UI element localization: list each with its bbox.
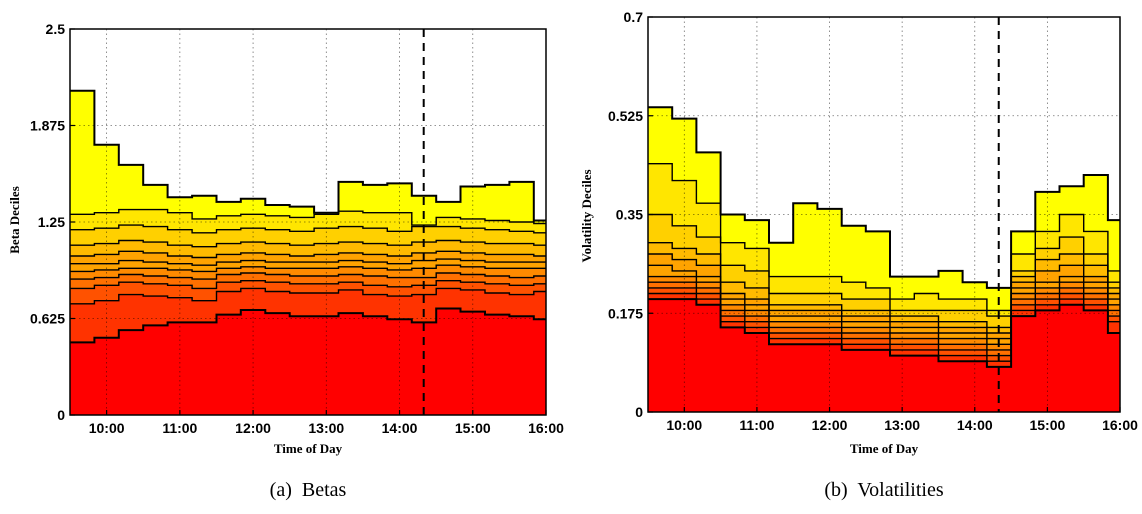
volatility-caption: (b) Volatilities [824,479,943,501]
y-tick-label: 0.175 [608,305,643,321]
volatility-x-ticks: 10:00 11:00 12:00 13:00 14:00 15:00 16:00 [666,407,1138,433]
x-tick-label: 15:00 [1029,417,1065,433]
volatility-decile-lines [648,106,1120,368]
decile-line-7 [648,253,1120,334]
x-tick-label: 15:00 [455,420,491,436]
decile-line-10 [70,208,546,226]
volatility-x-axis-label: Time of Day [850,441,919,456]
decile-line-7 [70,250,546,259]
decile-line-2 [70,287,546,305]
decile-line-3 [70,280,546,290]
y-tick-label: 0.525 [608,108,643,124]
beta-y-axis-label: Beta Deciles [7,186,22,254]
y-tick-label: 1.875 [30,118,65,134]
decile-line-3 [648,287,1120,357]
decile-line-4 [70,272,546,280]
beta-decile-lines [70,89,546,344]
x-tick-label: 11:00 [162,420,197,436]
x-tick-label: 16:00 [528,420,564,436]
x-tick-label: 13:00 [884,417,920,433]
x-tick-label: 12:00 [235,420,271,436]
decile-line-2 [648,292,1120,362]
x-tick-label: 10:00 [666,417,702,433]
beta-y-ticks: 0 0.625 1.25 1.875 2.5 [30,21,75,423]
x-tick-label: 12:00 [812,417,848,433]
decile-line-9 [70,224,546,234]
decile-line-1 [70,307,546,344]
decile-area-1 [648,299,1120,412]
decile-area-1 [70,308,546,415]
decile-line-10 [648,163,1120,312]
x-tick-label: 14:00 [382,420,418,436]
beta-decile-areas [70,90,546,416]
decile-line-8 [70,239,546,248]
volatility-y-axis-label: Volatility Deciles [579,169,594,262]
decile-line-4 [648,281,1120,351]
y-tick-label: 1.25 [38,214,65,230]
decile-line-8 [648,242,1120,329]
decile-line-6 [70,258,546,266]
beta-x-ticks: 10:00 11:00 12:00 13:00 14:00 15:00 16:00 [89,410,564,436]
decile-line-11 [648,106,1120,289]
y-tick-label: 0.35 [616,207,643,223]
x-tick-label: 16:00 [1102,417,1138,433]
beta-x-axis-label: Time of Day [274,441,343,456]
x-tick-label: 13:00 [308,420,344,436]
x-tick-label: 11:00 [739,417,774,433]
y-tick-label: 0 [635,404,643,420]
y-tick-label: 0 [57,407,65,423]
decile-line-9 [648,213,1120,317]
y-tick-label: 2.5 [46,21,66,37]
volatility-y-ticks: 0 0.175 0.35 0.525 0.7 [608,9,653,420]
y-tick-label: 0.625 [30,311,65,327]
beta-caption: (a) Betas [270,479,347,501]
y-tick-label: 0.7 [624,9,644,25]
decile-line-5 [70,264,546,273]
x-tick-label: 14:00 [957,417,993,433]
x-tick-label: 10:00 [89,420,125,436]
